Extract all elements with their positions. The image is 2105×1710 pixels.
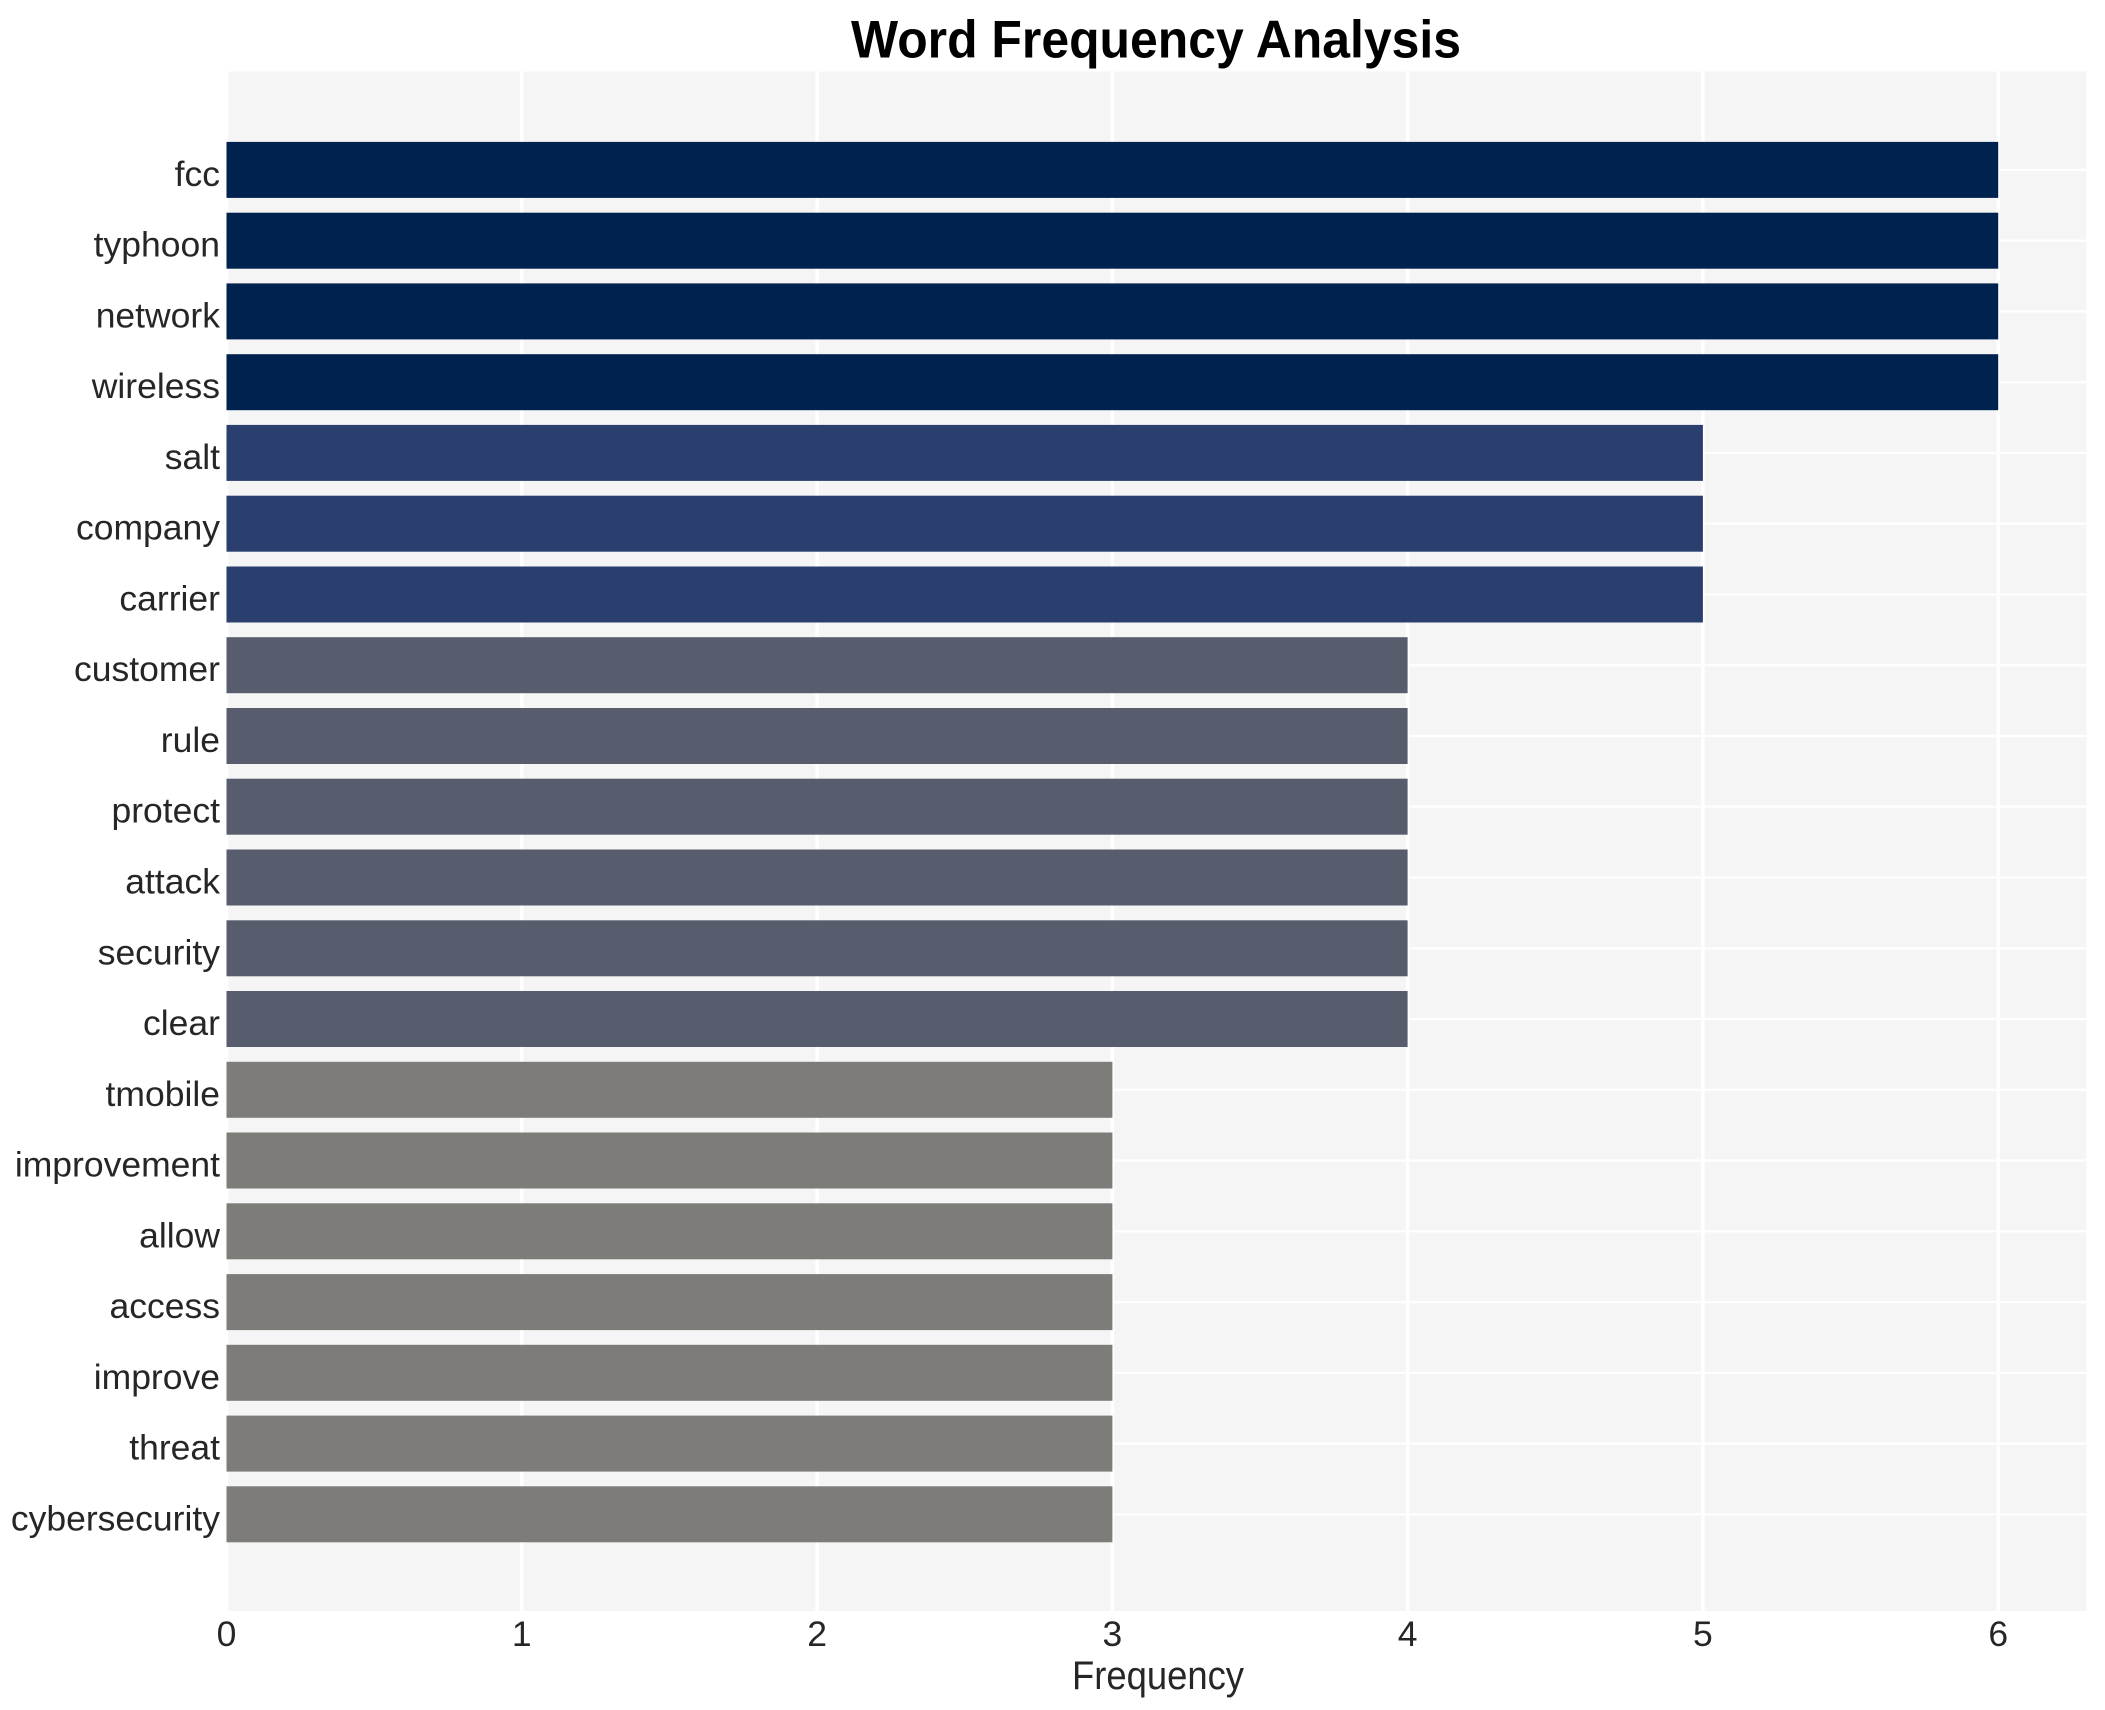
svg-text:company: company xyxy=(76,508,220,548)
svg-text:2: 2 xyxy=(807,1614,827,1654)
svg-text:customer: customer xyxy=(74,649,220,689)
svg-text:improvement: improvement xyxy=(15,1145,220,1185)
svg-text:salt: salt xyxy=(165,437,220,477)
svg-text:wireless: wireless xyxy=(91,366,220,406)
svg-text:3: 3 xyxy=(1103,1614,1123,1654)
svg-text:5: 5 xyxy=(1693,1614,1713,1654)
svg-text:clear: clear xyxy=(143,1003,220,1043)
svg-text:1: 1 xyxy=(512,1614,532,1654)
svg-text:Frequency: Frequency xyxy=(1072,1654,1244,1698)
svg-text:typhoon: typhoon xyxy=(94,225,220,265)
svg-text:Word Frequency Analysis: Word Frequency Analysis xyxy=(851,11,1461,70)
svg-text:carrier: carrier xyxy=(119,579,220,619)
svg-text:attack: attack xyxy=(125,862,220,902)
svg-text:protect: protect xyxy=(111,791,220,831)
svg-text:tmobile: tmobile xyxy=(106,1074,220,1114)
svg-text:security: security xyxy=(98,932,221,972)
svg-text:cybersecurity: cybersecurity xyxy=(11,1498,220,1538)
svg-text:access: access xyxy=(110,1286,221,1326)
svg-text:network: network xyxy=(96,295,221,335)
svg-text:0: 0 xyxy=(217,1614,237,1654)
svg-text:4: 4 xyxy=(1398,1614,1418,1654)
svg-text:allow: allow xyxy=(139,1215,220,1255)
svg-text:fcc: fcc xyxy=(175,154,220,194)
svg-text:improve: improve xyxy=(94,1357,220,1397)
svg-text:threat: threat xyxy=(129,1428,220,1468)
svg-text:6: 6 xyxy=(1988,1614,2008,1654)
svg-text:rule: rule xyxy=(161,720,220,760)
